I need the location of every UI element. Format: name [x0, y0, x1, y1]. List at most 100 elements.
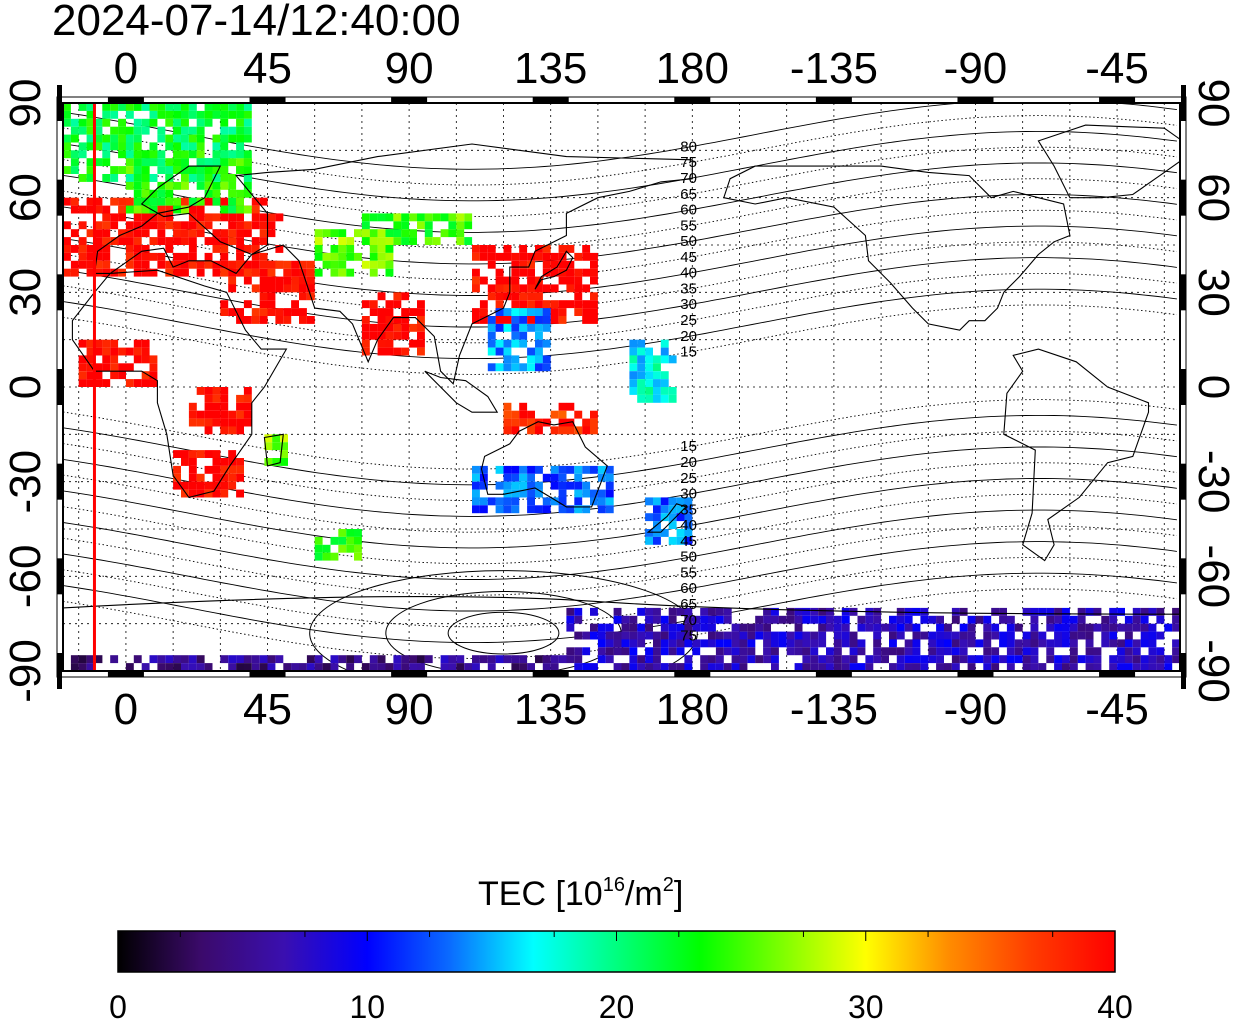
tec-cell [1148, 631, 1157, 640]
tec-cell [63, 134, 71, 143]
tec-cell [157, 126, 166, 135]
tec-cell [204, 394, 213, 403]
tec-cell [228, 418, 237, 427]
tec-cell [118, 205, 126, 214]
tec-cell [346, 245, 355, 253]
tec-cell [684, 497, 693, 506]
tec-cell [660, 631, 669, 640]
tec-cell [590, 276, 598, 285]
tec-cell [708, 639, 716, 648]
frame-tick-bottom [107, 672, 144, 677]
tec-cell [535, 465, 543, 474]
tec-cell [794, 639, 803, 648]
tec-cell [582, 316, 591, 324]
tec-cell [613, 615, 622, 624]
tec-cell [251, 252, 260, 261]
tec-cell [47, 158, 55, 166]
tec-cell [747, 631, 756, 640]
frame-tick-right [1181, 179, 1186, 216]
tec-cell [558, 505, 567, 514]
tec-cell [212, 229, 221, 238]
x-tick-label-top: -45 [1085, 44, 1149, 93]
tec-cell [86, 379, 95, 387]
tec-cell [377, 331, 386, 340]
tec-cell [110, 166, 119, 174]
tec-cell [692, 623, 701, 632]
tec-cell [181, 174, 189, 182]
contour-line [63, 462, 1177, 533]
tec-cell [291, 268, 299, 277]
tec-cell [16, 150, 24, 158]
tec-cell [354, 529, 362, 537]
tec-cell [401, 316, 410, 324]
tec-cell [228, 410, 237, 419]
tec-cell [181, 268, 189, 277]
tec-cell [621, 631, 630, 640]
tec-cell [369, 260, 378, 269]
tec-cell [401, 213, 410, 222]
tec-cell [1085, 639, 1094, 648]
tec-cell [181, 450, 189, 458]
tec-cell [1046, 623, 1055, 632]
tec-cell [1069, 655, 1078, 664]
tec-cell [503, 505, 512, 514]
tec-cell [212, 189, 221, 198]
tec-cell [810, 655, 819, 664]
contour-label: 45 [680, 533, 697, 550]
x-tick-label-bottom: -135 [790, 685, 878, 734]
tec-cell [936, 615, 944, 624]
tec-cell [243, 229, 252, 238]
tec-cell [94, 347, 103, 356]
tec-cell [204, 489, 213, 498]
x-tick-label-top: -135 [790, 44, 878, 93]
colorbar: TEC [1016/m2] 0 10 20 30 40 [109, 874, 1133, 1021]
tec-cell [723, 615, 732, 624]
tec-cell [637, 663, 646, 671]
tec-cell [542, 323, 551, 332]
tec-cell [590, 300, 598, 309]
x-tick-label-bottom: 45 [243, 685, 292, 734]
tec-cell [251, 663, 260, 671]
tec-cell [330, 260, 339, 269]
tec-cell [597, 465, 606, 474]
tec-cell [715, 615, 724, 624]
tec-cell [63, 166, 71, 174]
tec-cell [542, 245, 551, 253]
tec-cell [78, 150, 87, 159]
tec-cell [495, 268, 504, 277]
tec-cell [479, 300, 488, 309]
tec-cell [102, 150, 111, 159]
contour-label: 20 [680, 454, 697, 471]
tec-cell [574, 481, 583, 490]
tec-cell [503, 473, 512, 482]
tec-cell [896, 663, 905, 671]
tec-cell [495, 292, 504, 301]
tec-cell [346, 544, 355, 553]
tec-cell [613, 647, 622, 656]
tec-cell [653, 513, 661, 522]
tec-cell [495, 308, 504, 316]
tec-cell [1077, 607, 1086, 616]
tec-cell [173, 197, 181, 206]
tec-cell [393, 655, 402, 664]
tec-cell [8, 434, 16, 442]
tec-cell [511, 323, 520, 332]
tec-cell [220, 158, 229, 167]
tec-cell [637, 339, 646, 348]
tec-cell [204, 103, 213, 111]
tec-cell [149, 103, 158, 111]
tec-cell [181, 158, 189, 167]
tec-cell [125, 158, 134, 167]
tec-cell [149, 174, 158, 182]
tec-cell [653, 355, 661, 364]
tec-cell [629, 615, 638, 624]
tec-cell [110, 126, 119, 135]
tec-cell [133, 142, 142, 151]
frame-tick-bottom [532, 672, 569, 677]
tec-cell [63, 221, 71, 230]
tec-cell [377, 245, 386, 253]
tec-cell [377, 260, 386, 269]
tec-cell [810, 615, 819, 624]
contour-pole-ring [309, 570, 698, 671]
tec-cell [527, 284, 535, 293]
